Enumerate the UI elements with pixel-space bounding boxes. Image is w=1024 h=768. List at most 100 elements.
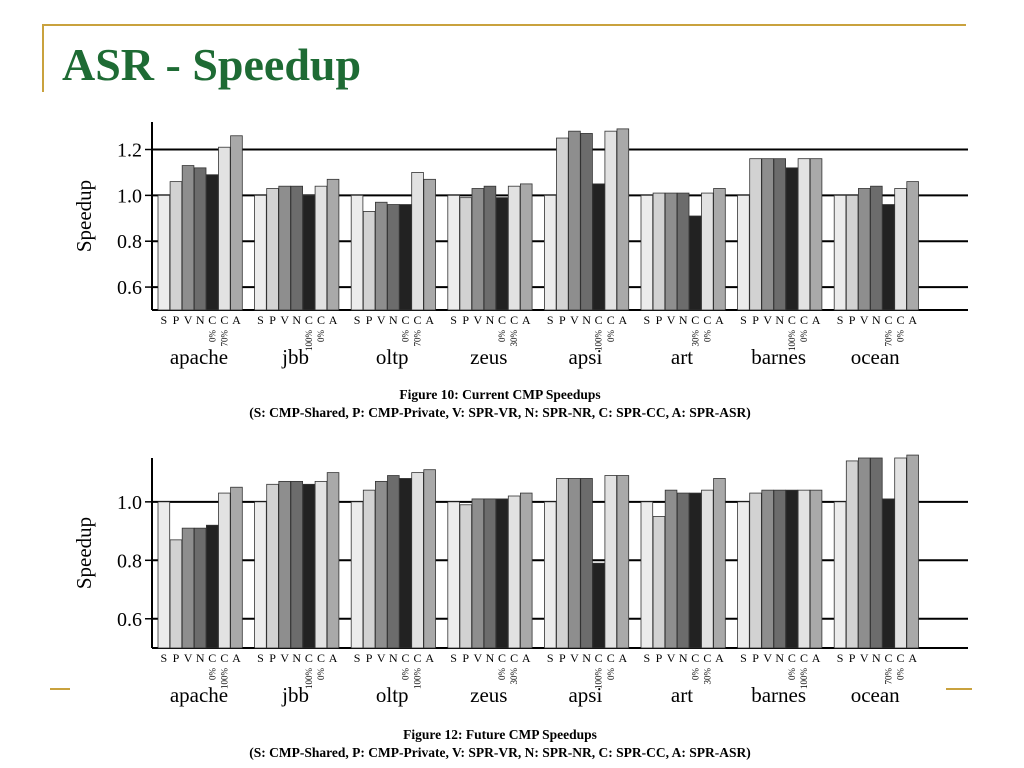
- cc-percent-label: 0%: [896, 668, 906, 681]
- category-label: barnes: [751, 683, 806, 707]
- bar-ocean-C: [894, 457, 907, 649]
- bar-ocean-C: [882, 498, 895, 649]
- bar-jbb-S: [254, 501, 267, 649]
- bar-letter-label: V: [377, 651, 386, 665]
- bar-letter-label: V: [763, 651, 772, 665]
- bar-zeus-C: [495, 197, 509, 311]
- bar-jbb-C: [314, 185, 328, 311]
- bar-letter-label: N: [872, 651, 881, 665]
- category-label: apache: [170, 683, 228, 707]
- bar-oltp-N: [387, 475, 400, 649]
- bar-oltp-C: [411, 172, 424, 311]
- slide-title: ASR - Speedup: [62, 39, 362, 90]
- y-tick-label: 1.0: [117, 492, 142, 514]
- bar-letter-label: C: [305, 651, 313, 665]
- bar-letter-label: A: [619, 313, 628, 327]
- bar-letter-label: V: [667, 651, 676, 665]
- bar-barnes-A: [809, 489, 823, 649]
- bar-letter-label: P: [366, 313, 373, 327]
- bar-letter-label: C: [305, 313, 313, 327]
- bar-letter-label: N: [872, 313, 881, 327]
- bar-barnes-C: [785, 489, 799, 649]
- cc-percent-label: 0%: [799, 330, 809, 343]
- bar-apsi-C: [604, 475, 618, 649]
- cc-percent-label: 70%: [413, 330, 423, 347]
- cc-percent-label: 0%: [606, 668, 616, 681]
- bottom-right-accent: [946, 688, 972, 690]
- bar-letter-label: N: [679, 651, 688, 665]
- bar-letter-label: V: [570, 313, 579, 327]
- bar-barnes-S: [737, 501, 750, 649]
- cc-percent-label: 0%: [207, 668, 217, 681]
- bar-barnes-P: [749, 158, 762, 311]
- bar-apsi-A: [616, 475, 630, 649]
- bar-letter-label: A: [425, 651, 434, 665]
- bar-ocean-S: [833, 501, 847, 649]
- cc-percent-label: 0%: [400, 668, 410, 681]
- bottom-left-accent: [50, 688, 70, 690]
- y-axis-label: Speedup: [72, 517, 96, 589]
- bar-zeus-S: [447, 501, 460, 649]
- bar-zeus-C: [507, 495, 521, 649]
- cc-percent-label: 0%: [606, 330, 616, 343]
- bar-letter-label: C: [317, 651, 325, 665]
- y-axis-label: Speedup: [72, 180, 96, 252]
- bar-zeus-V: [471, 188, 485, 311]
- bar-art-S: [640, 501, 654, 649]
- bar-letter-label: C: [703, 651, 711, 665]
- bar-letter-label: P: [559, 651, 566, 665]
- bar-ocean-P: [845, 460, 859, 649]
- category-label: oltp: [376, 345, 409, 369]
- bar-zeus-C: [507, 185, 521, 311]
- bar-jbb-V: [278, 480, 291, 649]
- bar-letter-label: V: [763, 313, 772, 327]
- bar-letter-label: N: [196, 651, 205, 665]
- bar-letter-label: V: [474, 651, 483, 665]
- bar-letter-label: N: [292, 651, 301, 665]
- bar-barnes-C: [797, 158, 811, 311]
- cc-percent-label: 100%: [799, 668, 809, 690]
- bar-letter-label: C: [401, 313, 409, 327]
- bar-zeus-N: [483, 185, 497, 311]
- category-label: apache: [170, 345, 228, 369]
- bar-jbb-A: [326, 178, 340, 311]
- bar-ocean-P: [845, 194, 859, 311]
- bar-barnes-C: [785, 167, 799, 311]
- bar-oltp-A: [423, 178, 436, 311]
- bar-art-N: [676, 192, 690, 311]
- figure-10-caption: Figure 10: Current CMP Speedups (S: CMP-…: [0, 386, 1000, 422]
- bar-letter-label: A: [522, 313, 531, 327]
- bar-letter-label: A: [232, 651, 241, 665]
- bar-jbb-C: [302, 483, 316, 649]
- bar-art-A: [713, 188, 726, 311]
- bar-letter-label: C: [788, 313, 796, 327]
- bar-jbb-A: [326, 472, 340, 649]
- bar-letter-label: C: [897, 313, 905, 327]
- cc-percent-label: 30%: [509, 330, 519, 347]
- bar-letter-label: A: [329, 651, 338, 665]
- figure-12-legend-text: (S: CMP-Shared, P: CMP-Private, V: SPR-V…: [249, 745, 751, 760]
- bar-letter-label: C: [607, 651, 615, 665]
- bar-letter-label: C: [414, 313, 422, 327]
- bar-apache-P: [169, 181, 183, 311]
- y-tick-label: 1.0: [117, 185, 142, 207]
- bar-apsi-S: [544, 194, 557, 311]
- bar-letter-label: N: [486, 313, 495, 327]
- bar-art-A: [713, 478, 726, 649]
- bar-apache-S: [157, 501, 171, 649]
- bar-oltp-V: [374, 201, 388, 311]
- bar-letter-label: S: [354, 313, 361, 327]
- bar-oltp-C: [399, 478, 412, 649]
- bar-zeus-P: [459, 197, 472, 311]
- bar-apsi-V: [568, 130, 581, 311]
- bar-letter-label: C: [800, 651, 808, 665]
- bar-barnes-V: [761, 489, 774, 649]
- bar-apache-S: [157, 194, 171, 311]
- bar-letter-label: S: [450, 313, 457, 327]
- bar-letter-label: A: [232, 313, 241, 327]
- bar-letter-label: P: [173, 313, 180, 327]
- bar-jbb-V: [278, 185, 291, 311]
- bar-letter-label: C: [703, 313, 711, 327]
- bar-letter-label: P: [269, 313, 276, 327]
- bar-apache-A: [230, 486, 243, 649]
